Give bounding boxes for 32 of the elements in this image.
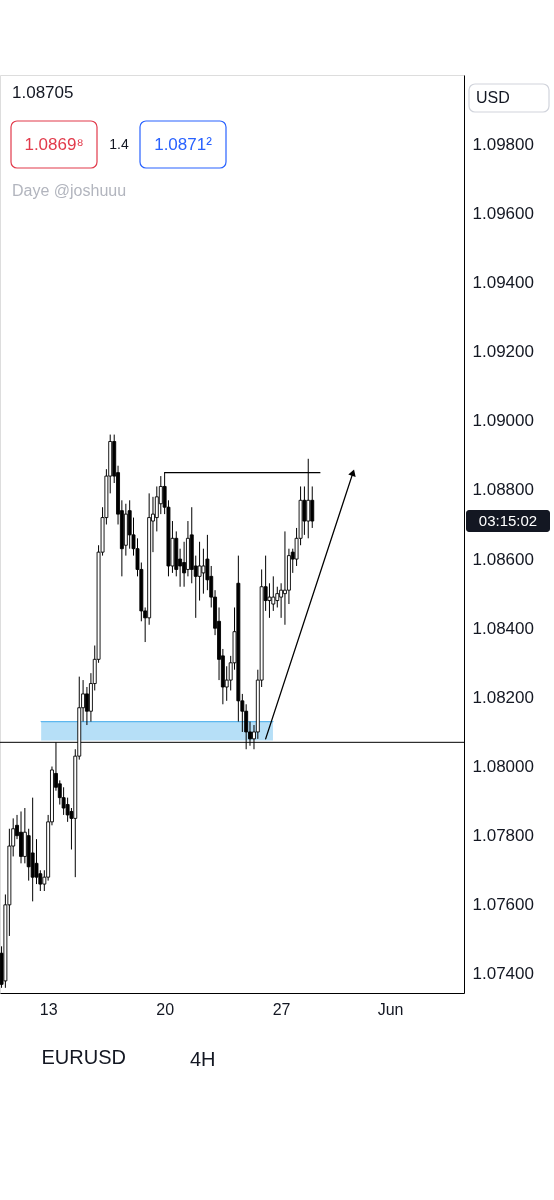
annotation: 1.4 <box>109 136 129 152</box>
annotation: 1.0871² <box>154 135 213 154</box>
candlestick <box>267 582 272 619</box>
y-tick-label: 1.09200 <box>472 342 534 362</box>
y-tick-label: 1.09400 <box>472 272 534 292</box>
y-tick-label: 1.07800 <box>472 826 534 846</box>
y-tick-label: 1.08200 <box>472 687 534 707</box>
y-tick-label: 1.09600 <box>472 203 534 223</box>
text: 03:15:02 <box>478 512 538 529</box>
y-tick-label: 1.08400 <box>472 618 534 638</box>
annotation: Daye @joshuuu <box>12 182 127 199</box>
text: EURUSD <box>41 1046 126 1068</box>
candlestick <box>302 485 307 536</box>
y-tick-label: 1.08000 <box>472 757 534 777</box>
x-tick-label: 27 <box>272 1000 291 1018</box>
y-tick-label: 1.07600 <box>472 895 534 915</box>
x-tick-label: 20 <box>156 1000 175 1018</box>
y-tick-label: 1.09800 <box>472 134 534 154</box>
text: USD <box>476 89 510 106</box>
x-tick-label: 13 <box>39 1000 58 1018</box>
y-tick-label: 1.08600 <box>472 549 534 569</box>
candlestick <box>201 548 206 595</box>
y-tick-label: 1.08800 <box>472 480 534 500</box>
annotation: 1.0869⁸ <box>24 135 84 154</box>
candlestick <box>310 485 315 529</box>
y-tick-label: 1.09000 <box>472 411 534 431</box>
y-tick-label: 1.07400 <box>472 964 534 984</box>
candlestick <box>197 541 202 602</box>
text: 4H <box>190 1048 216 1070</box>
x-tick-label: Jun <box>377 1000 404 1018</box>
candlestick <box>282 530 287 626</box>
annotation: 1.08705 <box>12 83 74 102</box>
